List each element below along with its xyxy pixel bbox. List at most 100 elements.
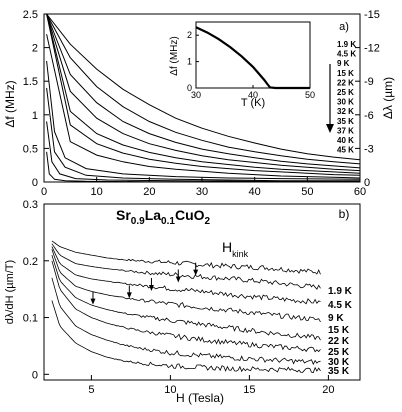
panel-b-legend-entry: 25 K: [328, 347, 350, 358]
panel-a-x-tick-label: 20: [143, 186, 155, 198]
panel-a-legend-entry: 40 K: [337, 136, 354, 145]
panel-a-legend-entry: 35 K: [337, 117, 354, 126]
panel-a-legend-entry: 4.5 K: [337, 50, 356, 59]
kink-arrow-head: [175, 276, 181, 283]
panel-a: 0 10 20 30 40 50 60 00.511.522.5 0-3-6-9-12-15…: [3, 9, 395, 198]
panel-b-x-tick-label: 20: [322, 384, 334, 396]
panel-a-series-line: [46, 13, 361, 174]
panel-a-x-tick-label: 60: [354, 186, 366, 198]
panel-b-x-tick-label: 5: [88, 384, 94, 396]
panel-b-legend-entry: 9 K: [328, 313, 344, 324]
inset-curve: [195, 26, 310, 90]
inset-xlabel: T (K): [241, 97, 265, 109]
inset-x-tick-label: 40: [248, 90, 258, 100]
panel-a-y2label: Δλ (µm): [381, 77, 395, 119]
kink-arrow-head: [90, 298, 96, 305]
panel-b-xlabel: H (Tesla): [176, 391, 224, 405]
panel-b-y-tick-label: 0.3: [23, 199, 38, 211]
panel-b-legend-entry: 30 K: [328, 357, 350, 368]
panel-a-x-ticks: 0 10 20 30 40 50 60: [41, 177, 366, 198]
panel-a-legend-entry: 30 K: [337, 98, 354, 107]
panel-a-legend-entry: 15 K: [337, 69, 354, 78]
panel-a-x-tick-label: 30: [196, 186, 208, 198]
panel-a-y2-tick-label: -9: [364, 76, 374, 88]
panel-a-legend-entry: 22 K: [337, 78, 354, 87]
panel-b-x-tick-label: 15: [243, 384, 255, 396]
panel-b-ylabel: dλ/dH (µm/T): [4, 260, 16, 324]
kink-arrow-head: [193, 269, 199, 276]
panel-b-y-tick-label: 0.1: [23, 313, 38, 325]
panel-a-legend-entry: 9 K: [337, 59, 350, 68]
panel-a-inset: 30 40 50 0 1 2 T (K) Δf (MHz): [169, 21, 315, 109]
panel-b-series-line: [51, 249, 321, 323]
panel-b-label: b): [339, 207, 350, 221]
panel-a-y-tick-label: 0.5: [23, 143, 38, 155]
panel-b-series-line: [51, 254, 321, 341]
kink-arrow-head: [148, 285, 154, 291]
panel-a-legend: 1.9 K4.5 K9 K15 K22 K25 K30 K32 K35 K37 …: [337, 40, 356, 155]
panel-b-series-line: [51, 240, 321, 275]
inset-x-tick-label: 50: [305, 90, 315, 100]
panel-b-legend-entry: 4.5 K: [328, 300, 353, 311]
panel-a-legend-entry: 32 K: [337, 107, 354, 116]
inset-y-tick-label: 2: [187, 30, 192, 40]
panel-b-y-tick-label: 0.2: [23, 256, 38, 268]
panel-a-x-tick-label: 10: [91, 186, 103, 198]
panel-a-y2-tick-label: -12: [364, 43, 380, 55]
panel-a-series-line: [46, 60, 361, 180]
panel-b-x-ticks: 5 10 15 20: [88, 375, 335, 396]
panel-b-series-line: [51, 300, 321, 374]
panel-a-legend-arrowhead: [326, 124, 334, 133]
panel-a-label: a): [339, 21, 349, 33]
annotation-kink-sub: kink: [232, 249, 249, 259]
panel-a-series-line: [46, 87, 360, 182]
panel-a-series-line: [46, 13, 361, 161]
panel-a-y-tick-label: 0: [32, 177, 38, 189]
inset-y-tick-label: 1: [187, 57, 192, 67]
title-sr-sub: 0.9: [131, 216, 145, 227]
panel-a-y2-tick-label: 0: [364, 177, 370, 189]
title-la: La: [145, 207, 162, 223]
inset-y-tick-label: 0: [187, 83, 192, 93]
kink-arrow-head: [126, 292, 132, 299]
panel-a-series-line: [46, 121, 360, 182]
panel-a-x-tick-label: 50: [301, 186, 313, 198]
panel-b-series-line: [51, 277, 321, 366]
inset-x-tick-label: 30: [191, 90, 201, 100]
annotation-h: H: [222, 239, 232, 255]
title-sr: Sr: [116, 207, 131, 223]
panel-a-y-tick-label: 1.5: [23, 76, 38, 88]
panel-a-series-line: [46, 13, 361, 172]
panel-b-series-line: [51, 246, 321, 305]
panel-a-series-line: [46, 13, 361, 169]
panel-b-legend-entry: 15 K: [328, 325, 350, 336]
panel-a-series-line: [46, 13, 361, 165]
panel-b-legend-entry: 35 K: [328, 366, 350, 377]
panel-b-legend-entry: 22 K: [328, 336, 350, 347]
panel-a-series-line: [46, 34, 361, 179]
panel-a-x-tick-label: 0: [41, 186, 47, 198]
panel-a-y2-tick-label: -15: [364, 9, 380, 21]
panel-a-series-line: [46, 13, 361, 176]
panel-b-y-ticks: 0 0.1 0.2 0.3: [23, 199, 49, 381]
inset-ticks: 30 40 50 0 1 2: [187, 30, 315, 100]
panel-b-kink-arrows: [90, 262, 199, 305]
panel-a-y-tick-label: 2.5: [23, 9, 38, 21]
inset-ylabel: Δf (MHz): [169, 36, 180, 75]
panel-a-y-tick-label: 2: [32, 43, 38, 55]
panel-b-series: [51, 240, 321, 374]
panel-b-y-tick-label: 0: [32, 369, 38, 381]
panel-a-y2-tick-label: -6: [364, 110, 374, 122]
panel-a-legend-entry: 1.9 K: [337, 40, 356, 49]
panel-a-x-tick-label: 40: [249, 186, 261, 198]
panel-a-y-tick-label: 1: [32, 110, 38, 122]
panel-b-x-tick-label: 10: [164, 384, 176, 396]
panel-b-annotation: Hkink: [222, 239, 249, 259]
panel-a-legend-entry: 25 K: [337, 88, 354, 97]
panel-b-series-line: [51, 243, 321, 290]
panel-a-legend-entry: 45 K: [337, 146, 354, 155]
panel-b-legend-entry: 1.9 K: [328, 286, 353, 297]
inset-frame: [195, 21, 311, 89]
panel-b-frame: [43, 203, 361, 381]
